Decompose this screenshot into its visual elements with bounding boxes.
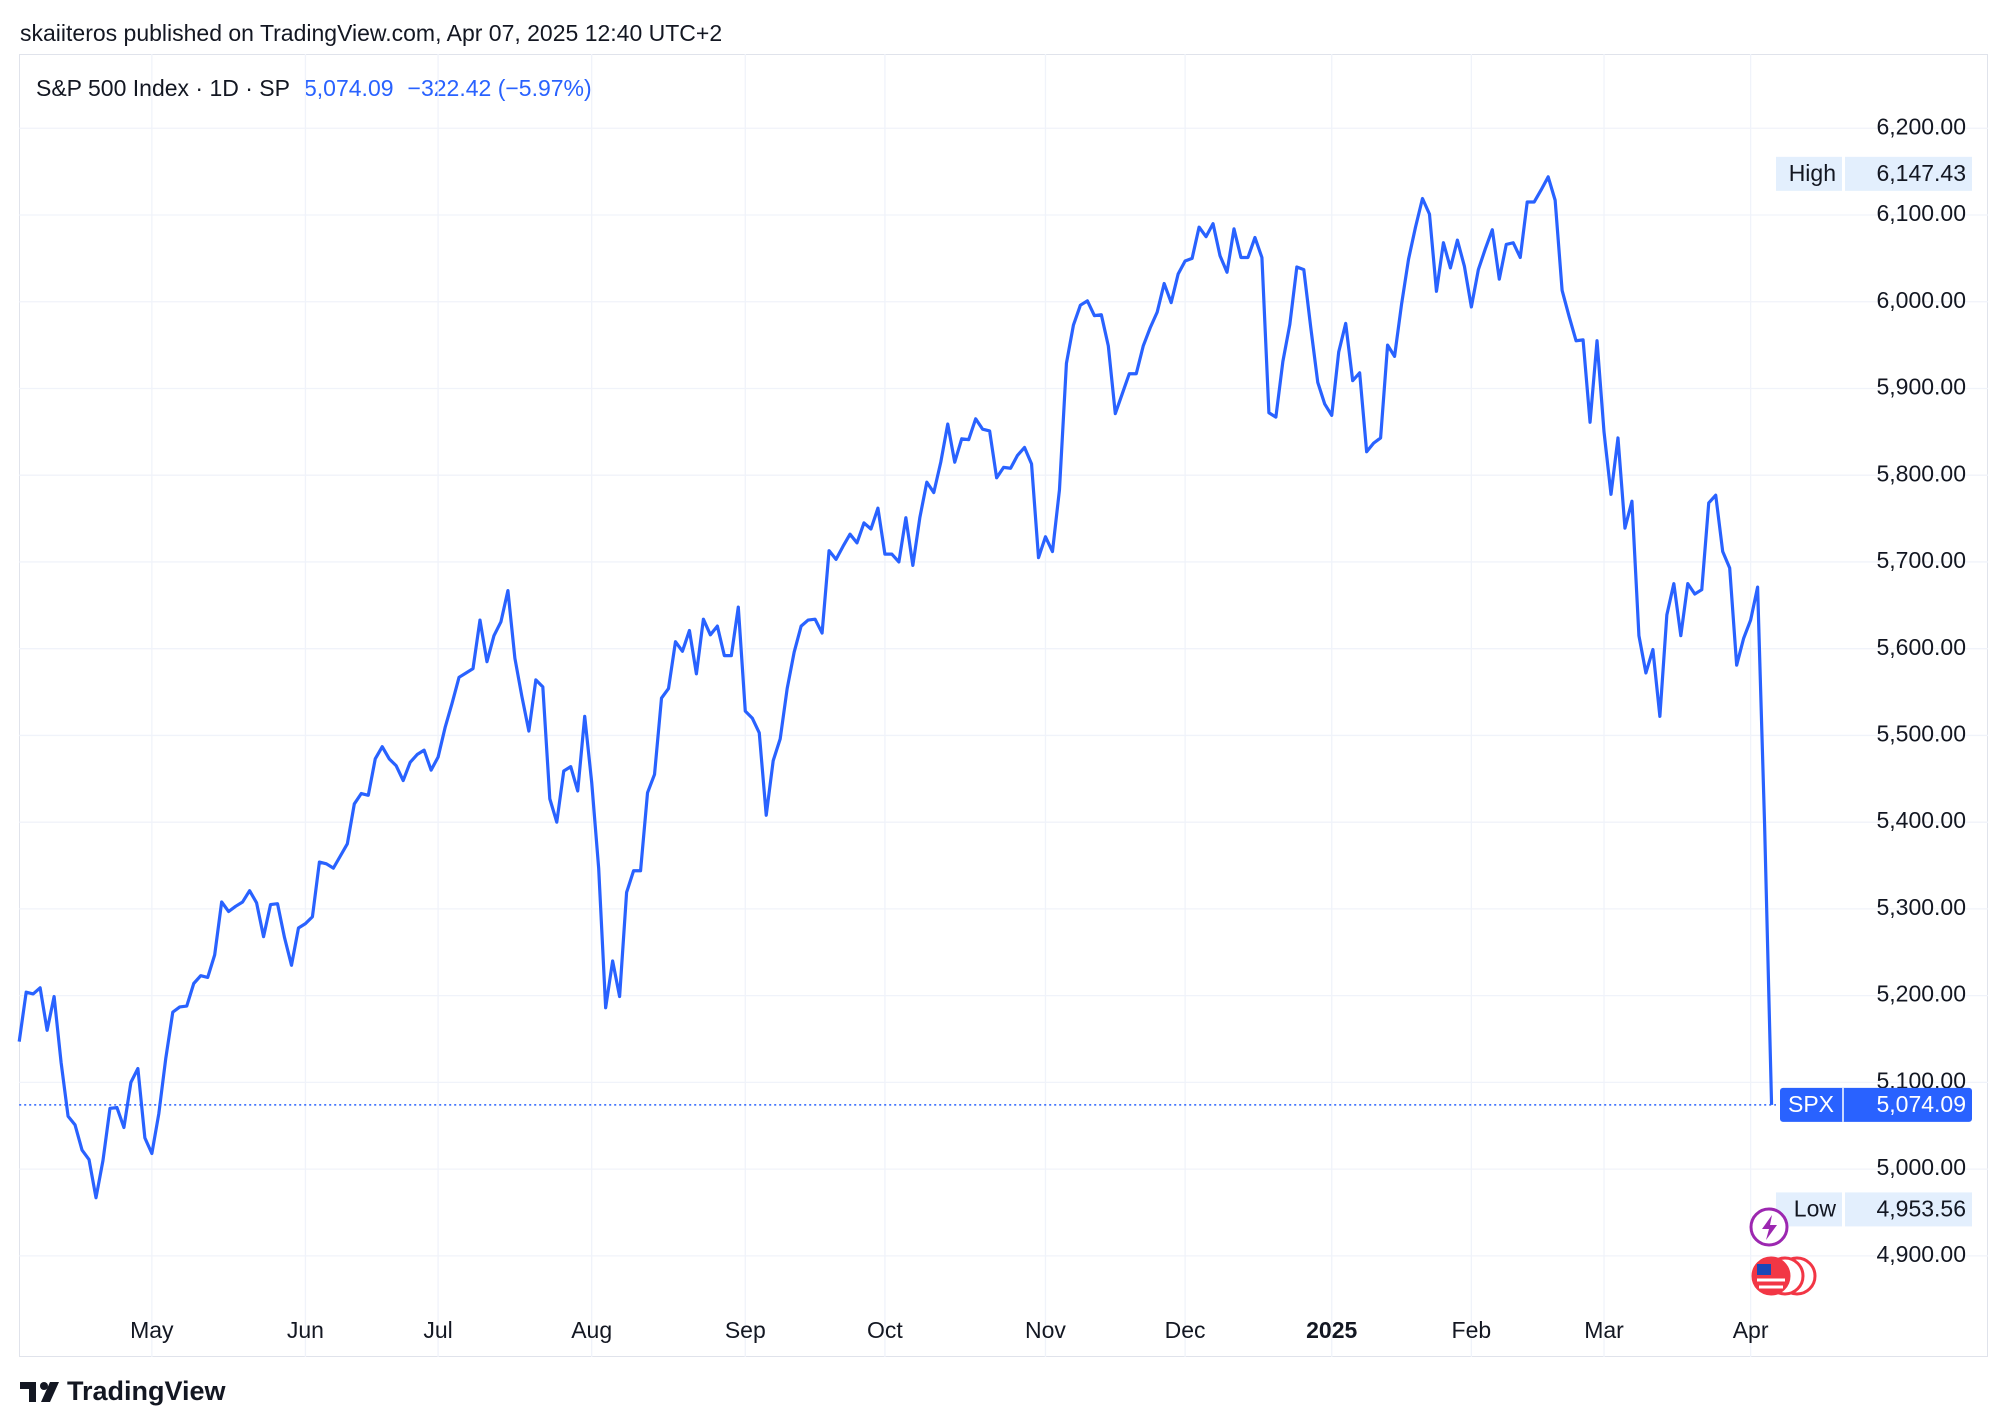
annotation-box (1845, 1192, 1972, 1227)
event-icons (1749, 1207, 1817, 1296)
footer: TradingView (67, 1376, 227, 1406)
annotation-value: 6,147.43 (1876, 160, 1966, 186)
annotation-box (1776, 156, 1842, 191)
grid (19, 54, 1988, 1357)
y-tick-label: 5,500.00 (1876, 721, 1966, 747)
y-tick-label: 5,300.00 (1876, 894, 1966, 920)
legend: S&P 500 Index · 1D · SP 5,074.09 −322.42 (… (36, 75, 592, 101)
x-tick-label: Mar (1584, 1317, 1624, 1343)
y-tick-label: 5,900.00 (1876, 374, 1966, 400)
plot: 4,900.005,000.005,100.005,200.005,300.00… (17, 54, 1988, 1357)
logo-mark (40, 1382, 48, 1390)
x-tick-label: Nov (1025, 1317, 1066, 1343)
frame (19, 54, 1988, 1357)
y-tick-label: 5,800.00 (1876, 460, 1966, 486)
annotation-text: High (1789, 160, 1836, 186)
price: 5,074.09 (304, 75, 394, 101)
x-tick-label: Dec (1165, 1317, 1206, 1343)
y-tick-label: 6,100.00 (1876, 200, 1966, 226)
annotation-text: Low (1794, 1195, 1837, 1221)
logo-mark (20, 1382, 36, 1402)
x-tick-label: May (130, 1317, 174, 1343)
x-tick-label: Feb (1452, 1317, 1492, 1343)
icon (1762, 1215, 1777, 1240)
y-tick-label: 6,200.00 (1876, 113, 1966, 139)
publisher: skaiiteros published on TradingView.com,… (20, 20, 722, 46)
icon (1751, 1256, 1791, 1296)
x-tick-label: Jun (287, 1317, 324, 1343)
y-tick-label: 5,000.00 (1876, 1154, 1966, 1180)
x-tick-label: Sep (725, 1317, 766, 1343)
icon (1757, 1264, 1771, 1275)
change: −322.42 (−5.97%) (408, 75, 592, 101)
price-tag-symbol: SPX (1788, 1091, 1834, 1117)
y-tick-label: 5,200.00 (1876, 981, 1966, 1007)
annotation-value: 4,953.56 (1876, 1195, 1966, 1221)
annotation-box (1845, 156, 1972, 191)
symbol: S&P 500 Index · 1D · SP (36, 75, 290, 101)
price-line (17, 175, 1774, 1200)
logo-mark (41, 1382, 59, 1402)
x-tick-label: Aug (571, 1317, 612, 1343)
x-tick-label: Apr (1733, 1317, 1769, 1343)
x-tick-label: 2025 (1306, 1317, 1357, 1343)
logo: TradingView (20, 1376, 227, 1406)
y-tick-label: 5,700.00 (1876, 547, 1966, 573)
y-tick-label: 5,600.00 (1876, 634, 1966, 660)
y-tick-label: 6,000.00 (1876, 287, 1966, 313)
x-tick-label: Jul (423, 1317, 452, 1343)
price-tag-value: 5,074.09 (1876, 1091, 1966, 1117)
x-tick-label: Oct (867, 1317, 903, 1343)
price-tag (1780, 1087, 1972, 1122)
y-tick-label: 4,900.00 (1876, 1241, 1966, 1267)
y-tick-label: 5,400.00 (1876, 807, 1966, 833)
